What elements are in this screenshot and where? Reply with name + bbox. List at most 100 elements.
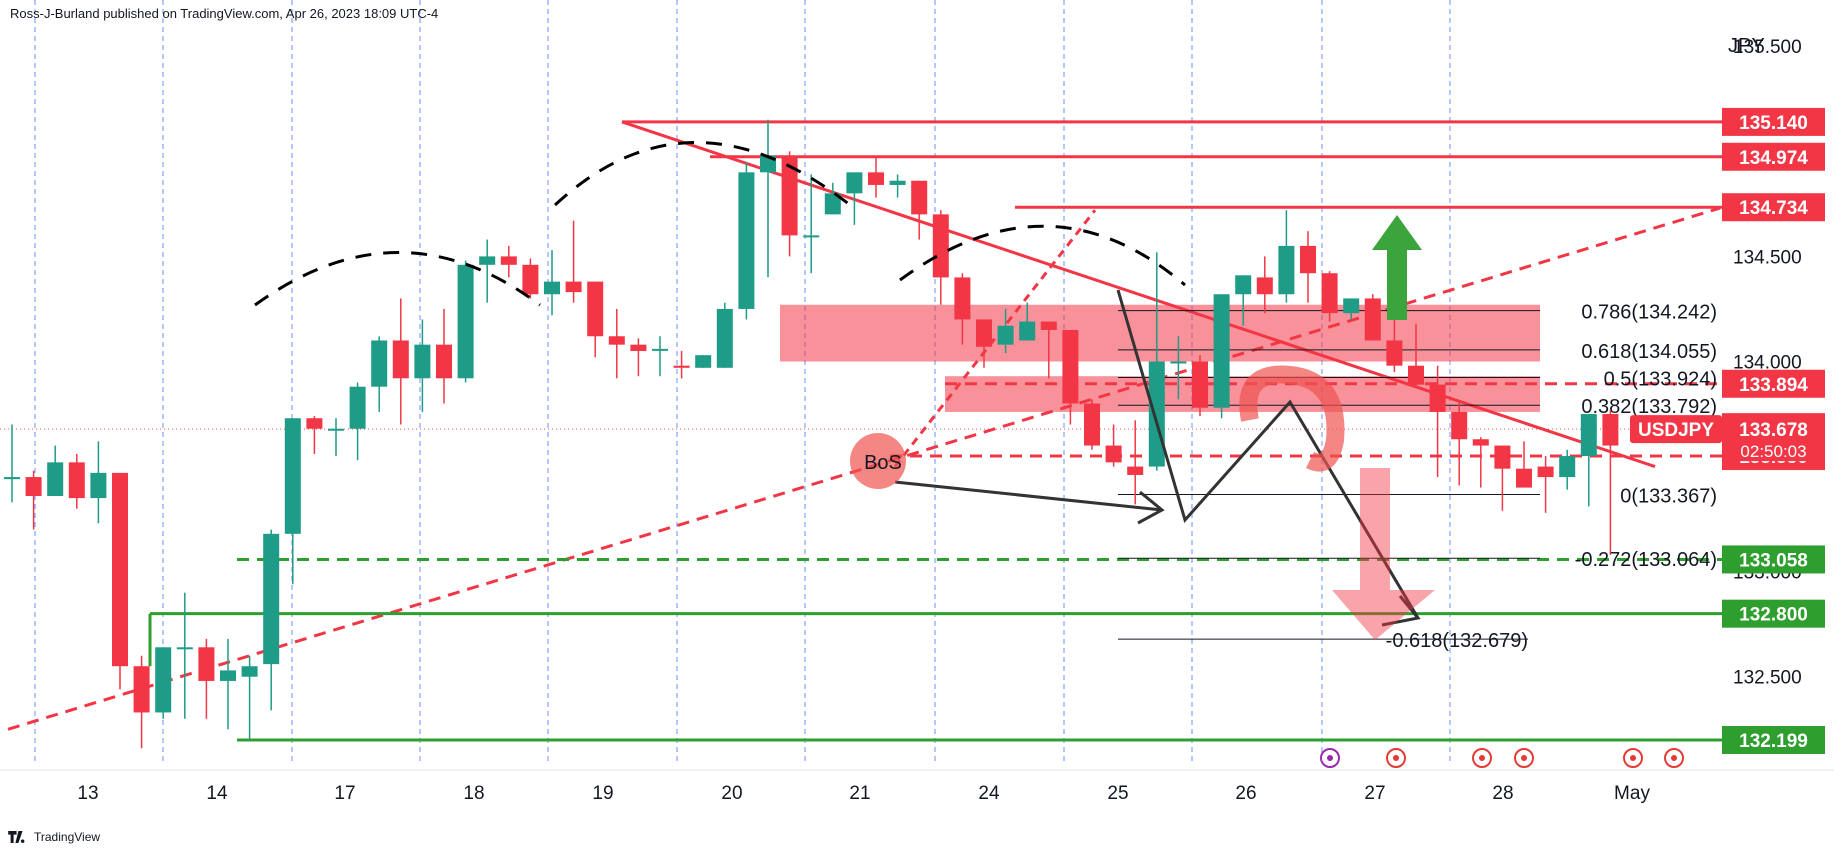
price-badge-2 [1722, 193, 1825, 222]
price-badge-6 [1722, 599, 1825, 628]
channel-dashed [893, 209, 1097, 468]
candle-body-52 [1127, 466, 1144, 475]
price-badge-label-3: 133.894 [1739, 375, 1808, 396]
price-badge-label-0: 135.140 [1739, 113, 1808, 134]
candle-body-43 [932, 214, 949, 278]
candle-body-61 [1321, 273, 1338, 314]
ascending-trendline [7, 206, 1721, 731]
candle-body-51 [1105, 445, 1122, 463]
candle-body-40 [868, 172, 884, 185]
footer-brand-label: TradingView [34, 830, 101, 844]
economic-event-dot-3 [1521, 755, 1527, 761]
candle-body-28 [608, 336, 625, 345]
candle-body-67 [1451, 411, 1468, 440]
shoulder-arc-left [254, 251, 541, 307]
projection-arrowhead [1381, 595, 1421, 627]
price-badge-label-5: 133.058 [1739, 550, 1808, 571]
annotations: BoS [254, 141, 1435, 640]
candle-body-38 [824, 193, 841, 215]
candles [4, 119, 1619, 749]
date-label-12: May [1614, 783, 1650, 804]
fib-label-3: 0.382(133.792) [1581, 396, 1717, 418]
candle-body-12 [263, 533, 280, 665]
bos-arrow-line [894, 480, 1163, 512]
candle-body-65 [1408, 365, 1424, 385]
date-label-0: 13 [77, 783, 98, 804]
fib-label-0: 0.786(134.242) [1581, 302, 1717, 324]
price-badge-5 [1722, 545, 1825, 574]
date-label-9: 26 [1235, 783, 1256, 804]
candle-body-53 [1148, 361, 1165, 467]
date-label-8: 25 [1107, 783, 1128, 804]
countdown-label: 02:50:03 [1740, 442, 1806, 461]
candle-body-13 [284, 418, 301, 534]
candle-body-50 [1084, 403, 1100, 446]
candle-body-55 [1192, 361, 1208, 408]
price-tick-4: 132.500 [1733, 668, 1802, 689]
candle-body-69 [1494, 445, 1511, 469]
fib-label-2: 0.5(133.924) [1604, 368, 1717, 390]
price-badge-3 [1722, 369, 1825, 398]
footer-brand[interactable]: TradingView [8, 830, 100, 844]
candle-body-47 [1019, 321, 1036, 341]
candle-body-2 [47, 462, 64, 496]
fib-label-6: -0.618(132.679) [1386, 630, 1528, 652]
candle-body-21 [457, 264, 474, 379]
candle-body-7 [155, 647, 172, 713]
candle-body-3 [68, 462, 85, 499]
candle-body-30 [652, 348, 668, 351]
candle-body-58 [1256, 277, 1273, 295]
candle-body-15 [328, 428, 344, 431]
price-badge-label-7: 132.199 [1739, 731, 1808, 752]
date-label-10: 27 [1364, 783, 1385, 804]
candle-body-33 [716, 308, 733, 368]
bos-arrowhead [1137, 490, 1165, 525]
candle-body-62 [1343, 298, 1360, 314]
candle-body-70 [1516, 468, 1532, 488]
price-badge-label-6: 132.800 [1739, 605, 1808, 626]
currency-label: JPY [1728, 35, 1765, 57]
fib-label-4: 0(133.367) [1620, 486, 1717, 508]
date-label-4: 19 [592, 783, 613, 804]
price-tick-2: 134.000 [1733, 352, 1802, 373]
price-tick-0: 135.500 [1733, 37, 1802, 58]
candle-body-63 [1364, 298, 1381, 341]
shoulder-arc-right [899, 224, 1186, 287]
candle-body-16 [349, 386, 366, 429]
date-label-5: 20 [721, 783, 742, 804]
last-price-badge [1722, 413, 1825, 462]
candle-body-48 [1040, 321, 1057, 330]
candle-body-4 [90, 472, 107, 499]
candle-body-11 [241, 666, 258, 677]
candle-body-27 [587, 281, 604, 337]
candle-body-64 [1386, 340, 1403, 366]
candle-body-5 [112, 472, 128, 667]
candle-body-6 [133, 666, 150, 713]
candle-body-71 [1537, 466, 1554, 478]
candle-body-10 [220, 670, 236, 681]
candle-body-72 [1559, 456, 1576, 478]
fibonacci-extension: 0.786(134.242) 0.618(134.055) 0.5(133.924)… [1118, 302, 1717, 652]
price-axis[interactable]: JPY135.500134.500134.000133.000132.50013… [1630, 35, 1825, 754]
supply-zone-0 [780, 304, 1540, 362]
date-label-1: 14 [206, 783, 228, 804]
candle-body-18 [392, 340, 409, 379]
bos-label: BoS [864, 452, 902, 474]
candle-body-41 [889, 180, 906, 185]
price-badge-label-1: 134.974 [1739, 148, 1808, 169]
candle-body-24 [522, 264, 539, 295]
candle-body-8 [176, 647, 193, 650]
candle-body-36 [781, 155, 798, 236]
candle-body-26 [565, 281, 582, 293]
candle-body-74 [1602, 414, 1619, 446]
economic-event-dot-4 [1630, 755, 1636, 761]
candle-body-42 [911, 180, 928, 215]
candle-body-57 [1235, 275, 1252, 295]
last-price-label: 133.678 [1739, 420, 1808, 441]
candle-body-34 [738, 172, 755, 309]
candle-body-23 [500, 256, 517, 265]
date-label-6: 21 [849, 783, 870, 804]
time-axis[interactable]: 13 14 17 18 19 20 21 24 25 26 27 28 May [0, 748, 1834, 804]
fib-label-5: -0.272(133.064) [1575, 549, 1717, 571]
